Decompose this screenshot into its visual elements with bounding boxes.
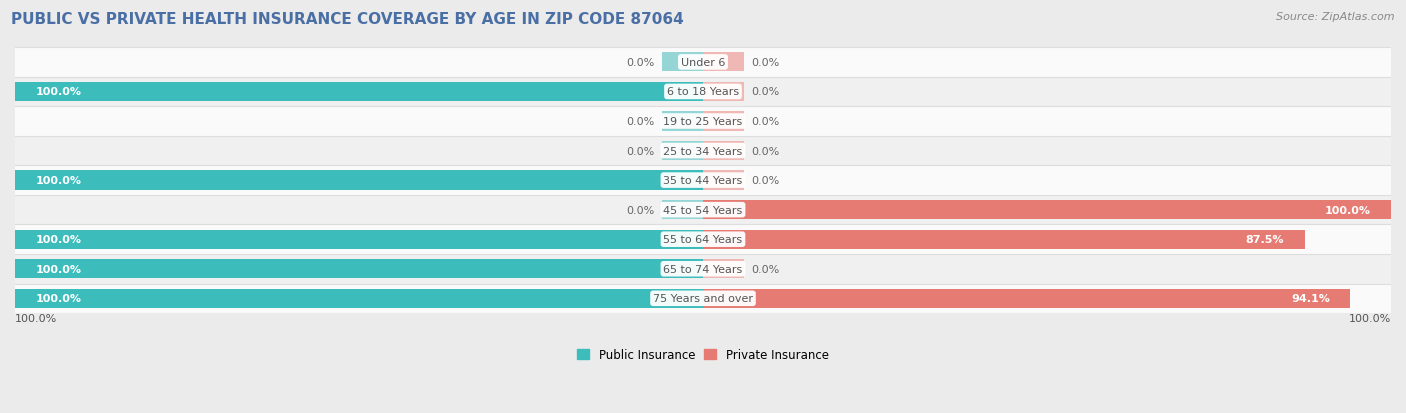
Text: PUBLIC VS PRIVATE HEALTH INSURANCE COVERAGE BY AGE IN ZIP CODE 87064: PUBLIC VS PRIVATE HEALTH INSURANCE COVER… — [11, 12, 683, 27]
Bar — [662, 142, 703, 161]
Text: 0.0%: 0.0% — [751, 176, 779, 186]
Bar — [703, 83, 744, 102]
Bar — [662, 112, 703, 131]
Bar — [703, 259, 744, 279]
Bar — [703, 112, 744, 131]
Bar — [15, 225, 1391, 254]
Bar — [703, 230, 1305, 249]
Text: 0.0%: 0.0% — [751, 117, 779, 127]
Text: 0.0%: 0.0% — [751, 264, 779, 274]
Bar — [15, 254, 1391, 284]
Text: 94.1%: 94.1% — [1291, 294, 1330, 304]
Text: 100.0%: 100.0% — [35, 294, 82, 304]
Bar — [15, 171, 703, 190]
Bar — [15, 78, 1391, 107]
Text: 0.0%: 0.0% — [627, 205, 655, 215]
Bar — [15, 136, 1391, 166]
Text: 25 to 34 Years: 25 to 34 Years — [664, 146, 742, 156]
Text: 100.0%: 100.0% — [1324, 205, 1371, 215]
Bar — [662, 201, 703, 220]
Text: 100.0%: 100.0% — [35, 235, 82, 244]
Bar — [15, 259, 703, 279]
Text: 0.0%: 0.0% — [627, 117, 655, 127]
Text: 87.5%: 87.5% — [1246, 235, 1284, 244]
Bar — [15, 83, 703, 102]
Text: 0.0%: 0.0% — [751, 146, 779, 156]
Bar — [662, 53, 703, 72]
Bar — [15, 284, 1391, 313]
Text: 35 to 44 Years: 35 to 44 Years — [664, 176, 742, 186]
Bar — [703, 142, 744, 161]
Text: 0.0%: 0.0% — [751, 58, 779, 68]
Bar — [15, 48, 1391, 78]
Bar — [15, 166, 1391, 195]
Text: 55 to 64 Years: 55 to 64 Years — [664, 235, 742, 244]
Text: 19 to 25 Years: 19 to 25 Years — [664, 117, 742, 127]
Bar — [703, 171, 744, 190]
Legend: Public Insurance, Private Insurance: Public Insurance, Private Insurance — [572, 343, 834, 366]
Text: 100.0%: 100.0% — [15, 313, 58, 323]
Text: 0.0%: 0.0% — [627, 58, 655, 68]
Text: 100.0%: 100.0% — [1348, 313, 1391, 323]
Text: 100.0%: 100.0% — [35, 87, 82, 97]
Bar — [15, 195, 1391, 225]
Bar — [15, 230, 703, 249]
Text: Under 6: Under 6 — [681, 58, 725, 68]
Bar — [703, 53, 744, 72]
Text: 100.0%: 100.0% — [35, 176, 82, 186]
Text: 100.0%: 100.0% — [35, 264, 82, 274]
Bar — [703, 201, 1391, 220]
Bar — [15, 107, 1391, 136]
Text: 75 Years and over: 75 Years and over — [652, 294, 754, 304]
Text: 6 to 18 Years: 6 to 18 Years — [666, 87, 740, 97]
Text: 45 to 54 Years: 45 to 54 Years — [664, 205, 742, 215]
Text: 0.0%: 0.0% — [751, 87, 779, 97]
Bar — [15, 289, 703, 308]
Text: 0.0%: 0.0% — [627, 146, 655, 156]
Bar — [703, 289, 1350, 308]
Text: Source: ZipAtlas.com: Source: ZipAtlas.com — [1277, 12, 1395, 22]
Text: 65 to 74 Years: 65 to 74 Years — [664, 264, 742, 274]
